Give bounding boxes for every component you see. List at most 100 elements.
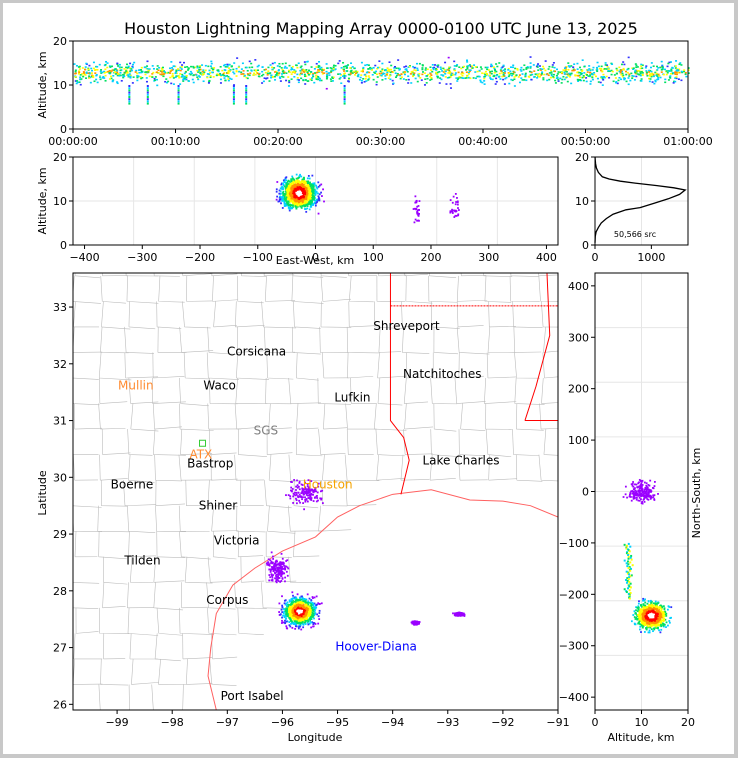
altitude-time-source: [495, 74, 498, 77]
county-boundary: [129, 633, 158, 660]
altitude-time-source: [403, 73, 406, 76]
plan-view-source: [269, 569, 272, 572]
altitude-time-source: [389, 71, 392, 74]
altitude-time-source: [379, 74, 382, 77]
eastwest-source: [285, 195, 288, 197]
altitude-time-source: [462, 77, 465, 80]
county-boundary: [319, 326, 349, 353]
county-boundary: [267, 505, 296, 534]
altitude-time-source: [80, 78, 83, 80]
altitude-time-source: [622, 77, 625, 79]
plan-view-source: [273, 571, 276, 574]
plan-view-source: [305, 598, 308, 601]
eastwest-source: [311, 203, 314, 206]
altitude-time-source: [340, 82, 343, 85]
altitude-time-source: [388, 70, 391, 72]
altitude-time-source: [221, 74, 224, 76]
plan-view-source: [294, 613, 297, 615]
altitude-time-source: [621, 72, 624, 75]
altitude-time-source: [332, 76, 335, 79]
altitude-time-source: [199, 71, 202, 74]
altitude-time-source: [229, 77, 232, 80]
plan-view-source: [297, 496, 300, 499]
plan-view-source: [265, 562, 268, 565]
plan-view-source: [300, 620, 303, 622]
county-boundary: [403, 377, 429, 404]
altitude-time-source: [318, 61, 321, 63]
county-boundary: [432, 352, 460, 379]
altitude-time-source: [483, 80, 486, 82]
plan-view-source: [291, 611, 294, 614]
county-boundary: [152, 403, 182, 430]
altitude-time-source: [128, 89, 131, 92]
altitude-time-source: [513, 76, 516, 78]
altitude-time-source: [387, 69, 390, 71]
eastwest-source: [454, 192, 457, 195]
eastwest-source: [299, 182, 302, 184]
altitude-time-source: [578, 79, 581, 81]
altitude-time-source: [402, 71, 405, 73]
plan-view-source: [275, 573, 278, 576]
altitude-time-source: [524, 72, 527, 75]
county-boundary: [100, 658, 129, 686]
plan-view-source: [282, 614, 284, 617]
eastwest-source: [291, 199, 294, 202]
altitude-time-source: [412, 74, 415, 76]
plan-view-source: [294, 491, 296, 494]
plan-view-source: [285, 560, 288, 562]
altitude-time-source: [371, 73, 374, 76]
altitude-time-source: [76, 80, 79, 82]
altitude-time-source: [640, 63, 643, 66]
plan-view-source: [320, 498, 323, 501]
eastwest-source: [294, 203, 297, 206]
altitude-time-source: [582, 74, 585, 77]
altitude-time-source: [490, 63, 493, 66]
eastwest-source: [457, 213, 460, 216]
altitude-time-source: [285, 79, 288, 82]
altitude-time-source: [88, 75, 91, 78]
eastwest-source: [291, 191, 294, 194]
altitude-time-source: [180, 75, 183, 78]
altitude-time-source: [313, 81, 316, 84]
altitude-time-source: [471, 67, 474, 69]
eastwest-source: [291, 207, 294, 210]
altitude-time-source: [139, 76, 142, 78]
altitude-time-source: [196, 76, 199, 78]
plan-view-source: [280, 572, 283, 575]
altitude-time-source: [650, 70, 653, 73]
altitude-time-source: [661, 67, 664, 69]
plan-view-source: [285, 602, 288, 605]
county-boundary: [403, 429, 433, 455]
plan-view-source: [304, 614, 307, 617]
altitude-time-source: [82, 71, 85, 73]
altitude-time-source: [479, 79, 482, 82]
altitude-time-source: [362, 77, 365, 80]
altitude-time-source: [307, 73, 310, 76]
county-boundary: [404, 403, 434, 430]
plan-view-source: [317, 615, 320, 618]
altitude-time-source: [350, 62, 353, 64]
eastwest-source: [289, 203, 292, 206]
altitude-time-source: [407, 66, 410, 69]
altitude-time-source: [84, 68, 87, 71]
altitude-time-source: [395, 74, 398, 77]
altitude-time-source: [570, 65, 573, 67]
county-boundary: [73, 709, 77, 710]
altitude-time-source: [587, 75, 590, 77]
altitude-time-source: [554, 70, 557, 73]
eastwest-source: [297, 195, 300, 197]
plan-view-source: [321, 489, 324, 492]
altitude-time-source: [275, 72, 278, 74]
plan-view-source: [303, 508, 306, 511]
altitude-time-source: [305, 75, 308, 77]
altitude-time-source: [117, 73, 120, 75]
altitude-time-source: [668, 70, 671, 72]
plan-view-source: [295, 607, 298, 610]
altitude-time-source: [245, 87, 248, 90]
county-boundary: [514, 377, 545, 405]
altitude-time-density: [73, 56, 690, 105]
plan-view-source: [274, 569, 277, 572]
eastwest-source: [415, 207, 418, 210]
plan-view-source: [303, 617, 305, 620]
plan-view-source: [318, 609, 321, 612]
